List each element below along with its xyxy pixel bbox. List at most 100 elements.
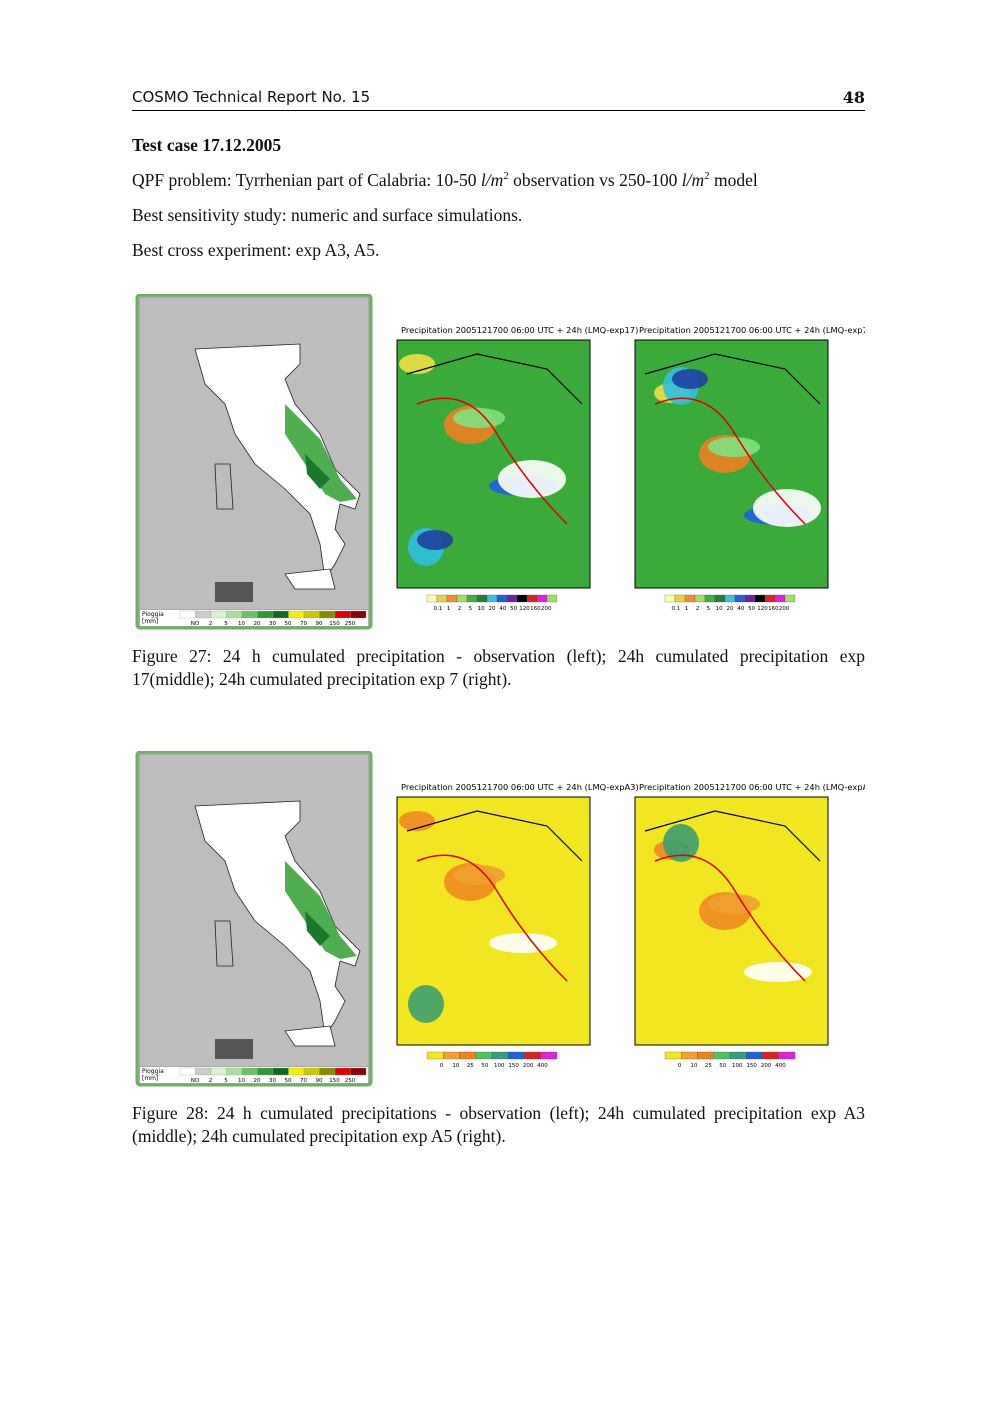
- label-box: [215, 582, 253, 602]
- figure: Pioggia[mm] NO 2 5 10 20 30 50 70 90 150 250Precipi…: [135, 751, 865, 1087]
- legend-label: 10: [238, 621, 245, 627]
- legend-swatch: [303, 1067, 320, 1076]
- panel-title: Precipitation 2005121700 06:00 UTC + 24h…: [401, 325, 638, 335]
- colorbar-swatch: [446, 594, 458, 603]
- page-number: 48: [842, 88, 865, 107]
- legend-swatch: [241, 610, 258, 619]
- colorbar-label: 40: [499, 606, 506, 612]
- legend-swatch: [210, 610, 227, 619]
- legend-swatch: [288, 610, 305, 619]
- legend-swatch: [210, 1067, 227, 1076]
- legend-swatch: [334, 610, 351, 619]
- model-map: [396, 796, 591, 1046]
- legend-swatch: [319, 610, 336, 619]
- colorbar-label: 1: [685, 606, 689, 612]
- colorbar-swatch: [436, 594, 448, 603]
- legend-swatch: [257, 610, 274, 619]
- text: observation vs 250-100: [508, 170, 682, 190]
- precip-area: [453, 408, 505, 428]
- legend-title: Pioggia: [142, 611, 164, 618]
- sardinia: [214, 920, 234, 967]
- legend-label: 250: [345, 621, 356, 627]
- colorbar-label: 0: [440, 1063, 444, 1069]
- colorbar-swatch: [443, 1051, 460, 1060]
- colorbar-label: 150: [746, 1063, 757, 1069]
- coastline: [416, 397, 568, 525]
- paragraph: QPF problem: Tyrrhenian part of Calabria…: [132, 170, 758, 191]
- precip-area: [408, 985, 444, 1023]
- colorbar-label: 10: [690, 1063, 697, 1069]
- rain-area: [305, 911, 330, 946]
- colorbar-swatch: [466, 594, 478, 603]
- colorbar-swatch: [724, 594, 736, 603]
- border: [644, 810, 821, 862]
- land: [194, 800, 361, 1038]
- colorbar-swatch: [778, 1051, 796, 1060]
- colorbar-label: 50: [481, 1063, 488, 1069]
- legend-label: 70: [300, 1078, 307, 1084]
- panel-title: Precipitation 2005121700 06:00 UTC + 24h…: [401, 782, 639, 792]
- colorbar-label: 2: [696, 606, 700, 612]
- legend-swatch: [319, 1067, 336, 1076]
- sicily: [284, 568, 336, 590]
- colorbar-swatch: [664, 1051, 682, 1060]
- legend-swatch: [179, 1067, 196, 1076]
- colorbar-label: 120: [519, 606, 530, 612]
- legend-label: 90: [316, 1078, 323, 1084]
- legend-label: 70: [300, 621, 307, 627]
- legend-swatch: [226, 1067, 243, 1076]
- border: [644, 353, 821, 405]
- sardinia: [214, 463, 234, 510]
- colorbar-swatch: [684, 594, 696, 603]
- colorbar-label: 25: [705, 1063, 712, 1069]
- paragraph: Best cross experiment: exp A3, A5.: [132, 240, 380, 260]
- caption: Figure 28: 24 h cumulated precipitations…: [132, 1103, 865, 1146]
- colorbar-label: 200: [541, 606, 552, 612]
- land: [194, 343, 361, 581]
- legend-label: 20: [254, 1078, 261, 1084]
- legend-label: 30: [269, 1078, 276, 1084]
- legend-swatch: [288, 1067, 305, 1076]
- colorbar-label: 20: [489, 606, 496, 612]
- math-sup: 2: [503, 170, 509, 183]
- colorbar-swatch: [704, 594, 716, 603]
- figure: Pioggia[mm] NO 2 5 10 20 30 50 70 90 150 250Precipi…: [135, 294, 865, 630]
- legend-label: 250: [345, 1078, 356, 1084]
- math: l/m: [480, 170, 504, 190]
- legend-swatch: [241, 1067, 258, 1076]
- colorbar-swatch: [508, 1051, 525, 1060]
- colorbar-label: 400: [537, 1063, 548, 1069]
- legend-label: 5: [224, 1078, 228, 1084]
- heading: Test case 17.12.2005: [132, 135, 282, 155]
- colorbar-swatch: [426, 594, 438, 603]
- colorbar-swatch: [506, 594, 518, 603]
- legend-label: 10: [238, 1078, 245, 1084]
- colorbar-label: 5: [469, 606, 473, 612]
- legend-swatch: [226, 610, 243, 619]
- colorbar-label: 5: [707, 606, 711, 612]
- precip-area: [453, 865, 505, 885]
- coastline: [416, 854, 568, 982]
- coastline: [654, 854, 806, 982]
- legend-swatch: [195, 1067, 212, 1076]
- colorbar-swatch: [456, 594, 468, 603]
- paragraph: Best sensitivity study: numeric and surf…: [132, 205, 523, 225]
- legend-label: 5: [224, 621, 228, 627]
- colorbar-swatch: [486, 594, 498, 603]
- colorbar-label: 25: [467, 1063, 474, 1069]
- legend-label: 20: [254, 621, 261, 627]
- legend-label: 150: [329, 621, 340, 627]
- legend-title: [mm]: [142, 618, 158, 625]
- legend-label: NO: [191, 621, 200, 627]
- colorbar-label: 20: [727, 606, 734, 612]
- legend-swatch: [350, 1067, 367, 1076]
- colorbar-swatch: [754, 594, 766, 603]
- colorbar-label: 0: [678, 1063, 682, 1069]
- caption: Figure 27: 24 h cumulated precipitation …: [132, 646, 865, 689]
- colorbar-swatch: [475, 1051, 493, 1060]
- rain-area: [305, 454, 330, 489]
- colorbar-swatch: [746, 1051, 763, 1060]
- colorbar-swatch: [764, 594, 776, 603]
- colorbar-label: 2: [458, 606, 462, 612]
- legend-label: 50: [285, 1078, 292, 1084]
